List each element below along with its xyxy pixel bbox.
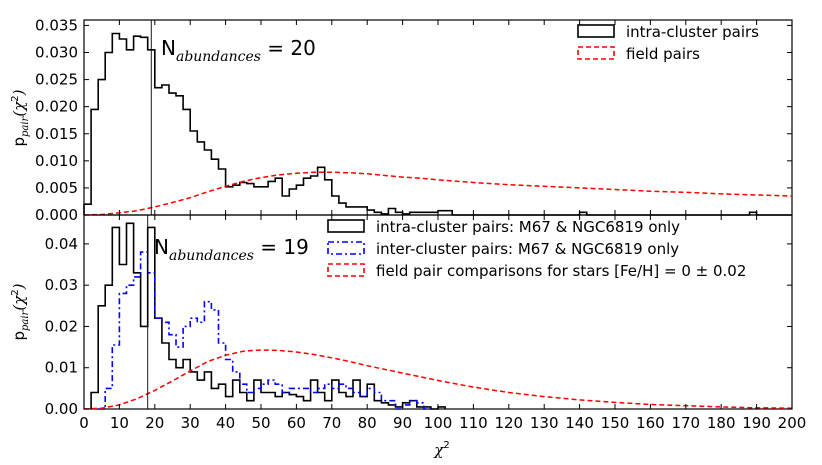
bottom-legend: intra-cluster pairs: M67 & NGC6819 only i… [327, 218, 746, 280]
y-tick-label: 0.01 [45, 359, 78, 377]
x-tick-label: 80 [358, 414, 377, 432]
y-tick-label: 0.000 [35, 206, 78, 224]
x-tick-label: 200 [778, 414, 807, 432]
bottom-ylabel-close: ) [10, 283, 28, 290]
bottom-x-ticks: 0 10 20 30 40 50 60 70 80 90 100 110 120 130 140 150 160… [79, 215, 806, 432]
y-tick-label: 0.03 [45, 276, 78, 294]
x-tick-label: 150 [601, 414, 630, 432]
x-tick-label: 70 [322, 414, 341, 432]
series-line-2 [98, 251, 431, 410]
top-legend: intra-cluster pairs field pairs [577, 23, 759, 63]
legend-label: field pairs [626, 45, 700, 63]
x-tick-label: 90 [393, 414, 412, 432]
x-tick-label: 110 [459, 414, 488, 432]
x-tick-label: 190 [742, 414, 771, 432]
xlabel-sup: 2 [443, 440, 449, 451]
x-tick-label: 20 [145, 414, 164, 432]
legend-label: intra-cluster pairs: M67 & NGC6819 only [376, 218, 680, 236]
y-tick-label: 0.035 [35, 16, 78, 34]
top-anno-suffix: = 20 [261, 36, 316, 60]
bottom-ylabel-sup: 2 [10, 289, 21, 295]
x-tick-label: 60 [287, 414, 306, 432]
x-tick-label: 140 [565, 414, 594, 432]
xlabel-main: χ [433, 441, 444, 459]
bottom-y-axis-label: ppair(χ2) [10, 283, 31, 340]
x-tick-label: 0 [79, 414, 89, 432]
bottom-anno-subscript: abundances [169, 248, 254, 264]
legend-swatch [577, 46, 615, 60]
top-y-axis-label: ppair(χ2) [10, 89, 31, 146]
series-line-2 [83, 171, 793, 216]
bottom-ylabel-main: p [10, 331, 28, 341]
x-tick-label: 160 [636, 414, 665, 432]
x-axis-label: χ2 [433, 440, 449, 459]
top-ylabel-sub: pair [20, 115, 31, 137]
x-tick-label: 130 [530, 414, 559, 432]
top-anno-prefix: N [161, 36, 176, 60]
legend-swatch [327, 263, 365, 277]
top-annotation: Nabundances = 20 [161, 36, 316, 65]
y-tick-label: 0.04 [45, 235, 78, 253]
x-tick-label: 120 [494, 414, 523, 432]
legend-label: intra-cluster pairs [626, 23, 759, 41]
top-y-ticks: 0.000 0.005 0.010 0.015 0.020 0.025 0.030 0.035 [35, 16, 792, 224]
x-tick-label: 40 [216, 414, 235, 432]
top-ylabel-paren: (χ [10, 101, 28, 117]
y-tick-label: 0.00 [45, 400, 78, 418]
top-anno-subscript: abundances [176, 49, 261, 65]
legend-label: field pair comparisons for stars [Fe/H] … [376, 262, 746, 280]
x-tick-label: 30 [181, 414, 200, 432]
y-tick-label: 0.010 [35, 152, 78, 170]
top-ylabel-sup: 2 [10, 95, 21, 101]
legend-swatch [327, 241, 365, 255]
x-tick-label: 170 [671, 414, 700, 432]
legend-swatch [327, 219, 365, 233]
bottom-ylabel-sub: pair [20, 309, 31, 331]
top-ylabel-close: ) [10, 89, 28, 96]
y-tick-label: 0.030 [35, 44, 78, 62]
bottom-anno-prefix: N [154, 235, 169, 259]
bottom-y-ticks: 0.00 0.01 0.02 0.03 0.04 [45, 235, 792, 418]
y-tick-label: 0.015 [35, 125, 78, 143]
y-tick-label: 0.025 [35, 71, 78, 89]
bottom-panel: 0.00 0.01 0.02 0.03 0.04 0 10 20 30 40 50 60 70 80 90… [10, 214, 806, 459]
x-tick-label: 180 [707, 414, 736, 432]
y-tick-label: 0.005 [35, 179, 78, 197]
y-tick-label: 0.020 [35, 98, 78, 116]
x-tick-label: 10 [110, 414, 129, 432]
top-ylabel-main: p [10, 137, 28, 147]
legend-label: inter-cluster pairs: M67 & NGC6819 only [376, 240, 679, 258]
x-tick-label: 50 [251, 414, 270, 432]
bottom-annotation: Nabundances = 19 [154, 235, 309, 264]
bottom-ylabel-paren: (χ [10, 295, 28, 311]
top-panel: 0.000 0.005 0.010 0.015 0.020 0.025 0.030 0.035… [10, 16, 793, 224]
y-tick-label: 0.02 [45, 317, 78, 335]
series-line-3 [83, 349, 793, 410]
bottom-anno-suffix: = 19 [254, 235, 309, 259]
legend-swatch [577, 24, 615, 38]
x-tick-label: 100 [424, 414, 453, 432]
